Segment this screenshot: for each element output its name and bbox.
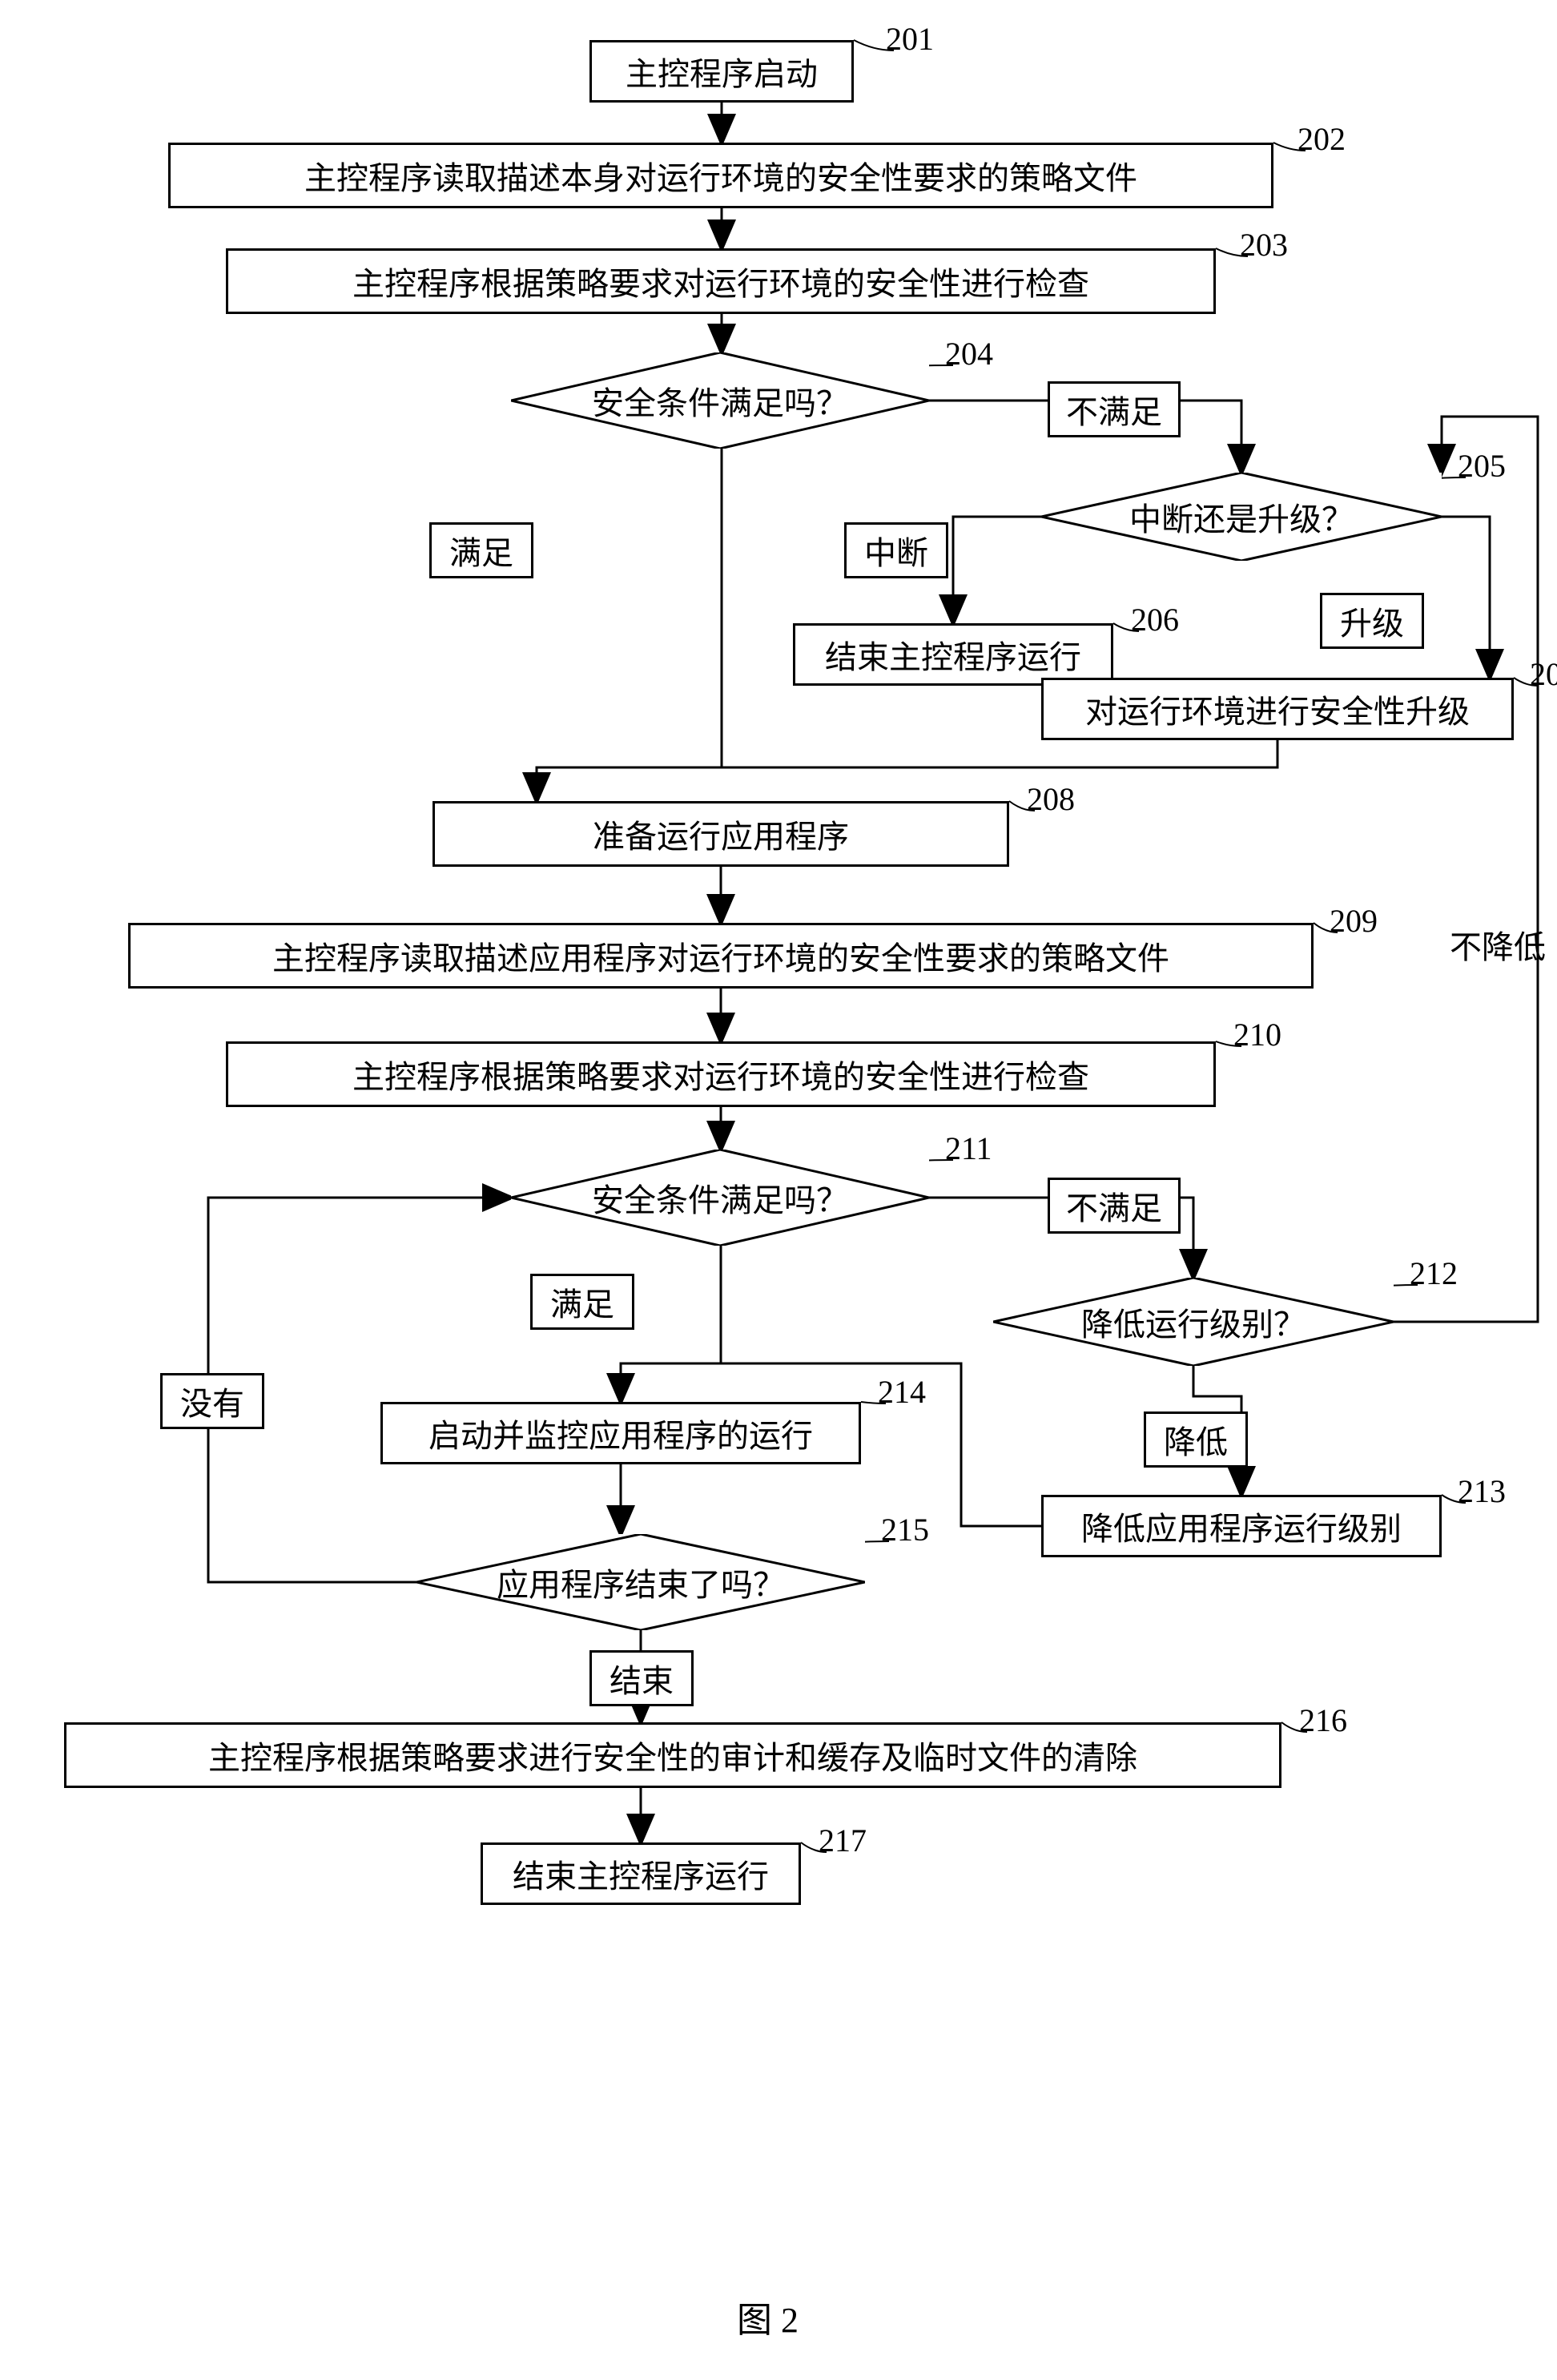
step-number-n207: 207 <box>1530 655 1557 693</box>
node-n207: 对运行环境进行安全性升级 <box>1041 678 1514 740</box>
node-n201: 主控程序启动 <box>589 40 854 103</box>
node-n211: 安全条件满足吗？ <box>511 1150 929 1246</box>
node-text: 主控程序读取描述本身对运行环境的安全性要求的策略文件 <box>304 152 1137 199</box>
edge-label-text: 不降低 <box>1450 929 1546 965</box>
node-n215: 应用程序结束了吗？ <box>416 1534 865 1630</box>
edge-label-l_satisfy1: 满足 <box>429 522 533 578</box>
edge-label-text: 中断 <box>864 527 928 574</box>
node-n210: 主控程序根据策略要求对运行环境的安全性进行检查 <box>226 1041 1216 1107</box>
step-number-text: 206 <box>1131 602 1179 638</box>
edge-label-text: 不满足 <box>1066 386 1162 433</box>
node-n212: 降低运行级别？ <box>993 1278 1394 1366</box>
edge-label-text: 满足 <box>449 527 513 574</box>
step-number-text: 215 <box>881 1512 929 1548</box>
step-number-n201: 201 <box>886 20 934 58</box>
step-number-text: 207 <box>1530 656 1557 692</box>
node-text: 主控程序根据策略要求进行安全性的审计和缓存及临时文件的清除 <box>208 1732 1137 1778</box>
step-number-n210: 210 <box>1233 1016 1281 1053</box>
node-text: 安全条件满足吗？ <box>592 377 848 424</box>
node-n216: 主控程序根据策略要求进行安全性的审计和缓存及临时文件的清除 <box>64 1722 1281 1788</box>
node-text: 应用程序结束了吗？ <box>497 1559 785 1605</box>
edge-label-l_end: 结束 <box>589 1650 694 1706</box>
edge-label-text: 结束 <box>610 1655 674 1701</box>
step-number-text: 204 <box>945 336 993 372</box>
node-text: 安全条件满足吗？ <box>592 1174 848 1221</box>
edge-label-l_interrupt: 中断 <box>844 522 948 578</box>
step-number-n216: 216 <box>1299 1701 1347 1739</box>
node-n217: 结束主控程序运行 <box>481 1842 801 1905</box>
node-text: 主控程序启动 <box>626 48 818 95</box>
node-n202: 主控程序读取描述本身对运行环境的安全性要求的策略文件 <box>168 143 1273 208</box>
step-number-n214: 214 <box>878 1373 926 1411</box>
edge-label-text: 满足 <box>550 1279 614 1325</box>
node-n214: 启动并监控应用程序的运行 <box>380 1402 861 1464</box>
edge-label-text: 不满足 <box>1066 1182 1162 1229</box>
step-number-n209: 209 <box>1330 902 1378 940</box>
step-number-n202: 202 <box>1298 120 1346 158</box>
step-number-n213: 213 <box>1458 1472 1506 1510</box>
step-number-text: 214 <box>878 1374 926 1410</box>
flowchart-canvas: 主控程序启动主控程序读取描述本身对运行环境的安全性要求的策略文件主控程序根据策略… <box>16 16 1557 2364</box>
node-text: 对运行环境进行安全性升级 <box>1085 686 1470 732</box>
node-text: 主控程序根据策略要求对运行环境的安全性进行检查 <box>352 1051 1089 1097</box>
step-number-n211: 211 <box>945 1130 992 1167</box>
step-number-text: 210 <box>1233 1017 1281 1053</box>
edge-label-l_not_satisfy2: 不满足 <box>1048 1178 1181 1234</box>
node-text: 中断还是升级？ <box>1129 493 1354 540</box>
edge-label-l_upgrade: 升级 <box>1320 593 1424 649</box>
node-text: 启动并监控应用程序的运行 <box>428 1410 813 1456</box>
step-number-text: 217 <box>819 1822 867 1858</box>
step-number-n206: 206 <box>1131 601 1179 638</box>
step-number-n212: 212 <box>1410 1254 1458 1292</box>
step-number-n208: 208 <box>1027 780 1075 818</box>
node-n206: 结束主控程序运行 <box>793 623 1113 686</box>
step-number-text: 213 <box>1458 1473 1506 1509</box>
step-number-text: 212 <box>1410 1255 1458 1291</box>
node-n209: 主控程序读取描述应用程序对运行环境的安全性要求的策略文件 <box>128 923 1314 989</box>
edge-label-text: 降低 <box>1164 1416 1228 1463</box>
node-text: 降低运行级别？ <box>1081 1299 1306 1345</box>
step-number-text: 202 <box>1298 121 1346 157</box>
node-n203: 主控程序根据策略要求对运行环境的安全性进行检查 <box>226 248 1216 314</box>
edge-label-l_not_reduce: 不降低 <box>1450 921 1546 968</box>
step-number-n204: 204 <box>945 335 993 373</box>
edge-label-l_none: 没有 <box>160 1373 264 1429</box>
node-n213: 降低应用程序运行级别 <box>1041 1495 1442 1557</box>
edge-label-l_satisfy2: 满足 <box>530 1274 634 1330</box>
node-text: 结束主控程序运行 <box>513 1850 769 1897</box>
edge-label-l_reduce: 降低 <box>1144 1411 1248 1468</box>
step-number-n215: 215 <box>881 1511 929 1548</box>
step-number-n203: 203 <box>1240 226 1288 264</box>
node-text: 准备运行应用程序 <box>593 811 849 857</box>
step-number-text: 211 <box>945 1130 992 1166</box>
step-number-text: 209 <box>1330 903 1378 939</box>
step-number-text: 201 <box>886 21 934 57</box>
figure-caption-text: 图 2 <box>737 2301 799 2340</box>
step-number-text: 216 <box>1299 1702 1347 1738</box>
node-text: 主控程序读取描述应用程序对运行环境的安全性要求的策略文件 <box>272 932 1169 979</box>
step-number-text: 205 <box>1458 448 1506 484</box>
node-n208: 准备运行应用程序 <box>432 801 1009 867</box>
step-number-n217: 217 <box>819 1822 867 1859</box>
figure-caption: 图 2 <box>737 2291 799 2342</box>
node-n205: 中断还是升级？ <box>1041 473 1442 561</box>
step-number-text: 203 <box>1240 227 1288 263</box>
edge-label-text: 没有 <box>180 1378 244 1424</box>
step-number-n205: 205 <box>1458 447 1506 485</box>
node-text: 降低应用程序运行级别 <box>1081 1503 1402 1549</box>
node-text: 主控程序根据策略要求对运行环境的安全性进行检查 <box>352 258 1089 304</box>
edge-label-l_not_satisfy1: 不满足 <box>1048 381 1181 437</box>
node-text: 结束主控程序运行 <box>825 631 1081 678</box>
step-number-text: 208 <box>1027 781 1075 817</box>
edge-label-text: 升级 <box>1340 598 1404 644</box>
node-n204: 安全条件满足吗？ <box>511 352 929 449</box>
